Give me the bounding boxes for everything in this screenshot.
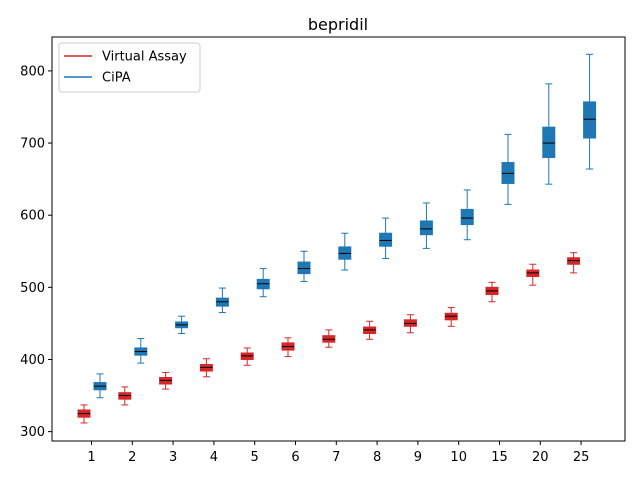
box-plot-item xyxy=(240,347,254,366)
box-plot-item xyxy=(215,287,229,314)
box-plot-item xyxy=(338,232,352,271)
box-plot-item xyxy=(199,358,213,378)
y-tick-label: 800 xyxy=(20,64,45,79)
box-series-group xyxy=(77,53,597,424)
legend-label: CiPA xyxy=(102,71,131,86)
axes-frame xyxy=(51,36,626,442)
box-plot-item xyxy=(444,307,458,327)
x-tick-label: 1 xyxy=(87,450,95,465)
box xyxy=(542,126,556,158)
box-plot-item xyxy=(322,329,336,348)
y-axis: 300 400 500 600 700 800 xyxy=(20,64,52,440)
box xyxy=(419,220,433,236)
legend: Virtual Assay CiPA xyxy=(58,42,201,93)
legend-label: Virtual Assay xyxy=(102,50,187,65)
box-plot-item xyxy=(175,315,189,335)
series-cipa xyxy=(93,53,597,399)
box-plot-item xyxy=(118,386,132,406)
box-plot-item xyxy=(403,314,417,334)
box xyxy=(379,232,393,247)
box-plot-item xyxy=(297,250,311,283)
box xyxy=(297,261,311,275)
x-tick-label: 5 xyxy=(251,450,259,465)
box-plot-item xyxy=(526,263,540,286)
box-plot-item xyxy=(542,83,556,185)
x-tick-label: 20 xyxy=(532,450,549,465)
y-tick-label: 400 xyxy=(20,353,45,368)
x-tick-label: 6 xyxy=(291,450,299,465)
box xyxy=(583,101,597,139)
x-tick-label: 15 xyxy=(491,450,508,465)
y-tick-label: 700 xyxy=(20,137,45,152)
x-tick-label: 25 xyxy=(573,450,590,465)
x-tick-label: 9 xyxy=(414,450,422,465)
box-plot-item xyxy=(583,53,597,170)
x-tick-label: 7 xyxy=(332,450,340,465)
legend-frame xyxy=(58,42,201,93)
y-tick-label: 500 xyxy=(20,281,45,296)
box-plot-item xyxy=(281,337,295,358)
x-tick-label: 3 xyxy=(169,450,177,465)
x-tick-label: 10 xyxy=(450,450,467,465)
box-plot-item xyxy=(77,404,91,424)
box-plot-item xyxy=(460,189,474,241)
box-plot-item xyxy=(363,320,377,340)
box-plot-item xyxy=(419,202,433,249)
x-tick-label: 8 xyxy=(373,450,381,465)
x-axis: 1 2 3 4 5 6 7 8 9 10 15 20 25 xyxy=(87,441,589,465)
box-plot-item xyxy=(256,268,270,298)
box-plot-item xyxy=(485,281,499,303)
box-plot-item xyxy=(501,133,515,205)
x-tick-label: 4 xyxy=(210,450,218,465)
box xyxy=(460,208,474,226)
series-virtual-assay xyxy=(77,252,581,424)
box-plot-item xyxy=(134,338,148,364)
y-tick-label: 600 xyxy=(20,209,45,224)
x-tick-label: 2 xyxy=(128,450,136,465)
box-plot-item xyxy=(379,217,393,259)
plot-area xyxy=(51,36,626,442)
chart-title: bepridil xyxy=(308,15,368,34)
box-plot-item xyxy=(159,371,173,390)
box-plot-item xyxy=(93,373,107,399)
y-tick-label: 300 xyxy=(20,425,45,440)
box-plot-item xyxy=(567,252,581,274)
